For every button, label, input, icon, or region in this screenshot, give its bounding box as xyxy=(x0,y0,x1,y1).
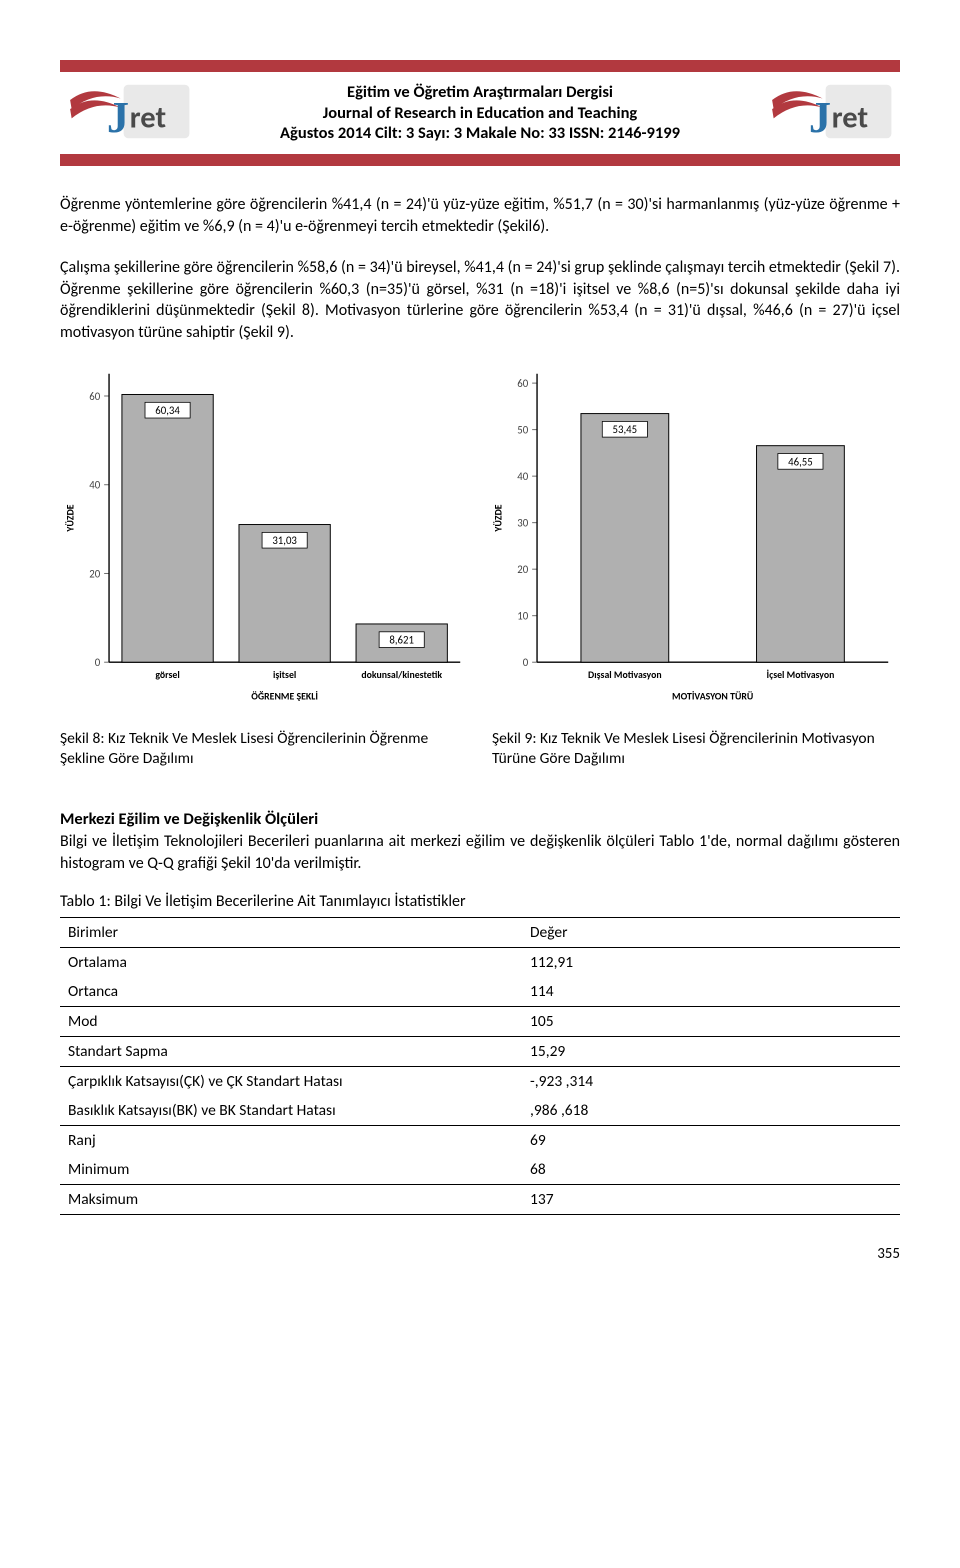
svg-text:J: J xyxy=(107,92,129,142)
paragraph-2: Çalışma şekillerine göre öğrencilerin %5… xyxy=(60,257,900,343)
table-row: Minimum68 xyxy=(60,1155,900,1185)
stats-table: BirimlerDeğerOrtalama112,91Ortanca114Mod… xyxy=(60,917,900,1215)
bar-chart-svg: 0 10 20 30 40 50 60 53,45 Dışsal Motivasyon 46,55… xyxy=(488,364,900,717)
svg-text:60,34: 60,34 xyxy=(155,404,180,417)
captions-row: Şekil 8: Kız Teknik Ve Meslek Lisesi Öğr… xyxy=(60,729,900,769)
svg-text:53,45: 53,45 xyxy=(613,423,638,436)
header-stripe-top xyxy=(60,60,900,72)
table-cell-value: 105 xyxy=(522,1007,900,1037)
page-number: 355 xyxy=(60,1245,900,1263)
header-content: Jret Eğitim ve Öğretim Araştırmaları Der… xyxy=(60,74,900,152)
journal-logo-right: Jret xyxy=(766,78,896,148)
table-cell-value: ,986 ,618 xyxy=(522,1096,900,1126)
bar xyxy=(757,445,845,662)
bar-chart-svg: 0 20 40 60 60,34 görsel 31,03 işitsel 8,621 dokun… xyxy=(60,364,472,717)
table-cell-label: Mod xyxy=(60,1007,522,1037)
table-cell-value: 68 xyxy=(522,1155,900,1185)
caption-right: Şekil 9: Kız Teknik Ve Meslek Lisesi Öğr… xyxy=(492,729,900,769)
section-title: Merkezi Eğilim ve Değişkenlik Ölçüleri xyxy=(60,809,900,829)
table-cell-label: Ortanca xyxy=(60,977,522,1007)
table-cell-value: 114 xyxy=(522,977,900,1007)
table-cell-label: Ortalama xyxy=(60,948,522,978)
paragraph-1: Öğrenme yöntemlerine göre öğrencilerin %… xyxy=(60,194,900,237)
table-cell-value: 15,29 xyxy=(522,1037,900,1067)
svg-text:31,03: 31,03 xyxy=(272,534,297,547)
journal-title-tr: Eğitim ve Öğretim Araştırmaları Dergisi xyxy=(194,82,766,103)
table-row: Mod105 xyxy=(60,1007,900,1037)
table-row: Standart Sapma15,29 xyxy=(60,1037,900,1067)
section-block: Merkezi Eğilim ve Değişkenlik Ölçüleri B… xyxy=(60,809,900,1215)
table-cell-value: -,923 ,314 xyxy=(522,1067,900,1097)
chart-left: 0 20 40 60 60,34 görsel 31,03 işitsel 8,621 dokun… xyxy=(60,364,472,717)
table-caption: Tablo 1: Bilgi Ve İletişim Becerilerine … xyxy=(60,892,900,911)
svg-text:50: 50 xyxy=(517,423,528,436)
header-titles: Eğitim ve Öğretim Araştırmaları Dergisi … xyxy=(194,82,766,144)
table-row: Ranj69 xyxy=(60,1126,900,1156)
logo-icon: Jret xyxy=(64,78,194,148)
table-cell-label: Basıklık Katsayısı(BK) ve BK Standart Ha… xyxy=(60,1096,522,1126)
svg-text:60: 60 xyxy=(89,389,100,402)
svg-text:60: 60 xyxy=(517,377,528,390)
svg-text:ret: ret xyxy=(130,100,167,137)
svg-text:46,55: 46,55 xyxy=(788,455,813,468)
svg-text:10: 10 xyxy=(517,609,528,622)
table-row: Ortalama112,91 xyxy=(60,948,900,978)
svg-text:Dışsal Motivasyon: Dışsal Motivasyon xyxy=(588,668,662,680)
logo-icon: Jret xyxy=(766,78,896,148)
svg-text:30: 30 xyxy=(517,516,528,529)
svg-text:0: 0 xyxy=(523,656,529,669)
table-header-value: Değer xyxy=(522,918,900,948)
svg-text:YÜZDE: YÜZDE xyxy=(65,504,77,532)
table-row: Basıklık Katsayısı(BK) ve BK Standart Ha… xyxy=(60,1096,900,1126)
table-cell-value: 69 xyxy=(522,1126,900,1156)
table-cell-label: Maksimum xyxy=(60,1185,522,1215)
journal-issue-info: Ağustos 2014 Cilt: 3 Sayı: 3 Makale No: … xyxy=(194,123,766,144)
table-row: Maksimum137 xyxy=(60,1185,900,1215)
table-cell-label: Çarpıklık Katsayısı(ÇK) ve ÇK Standart H… xyxy=(60,1067,522,1097)
journal-title-en: Journal of Research in Education and Tea… xyxy=(194,103,766,124)
svg-text:ÖĞRENME ŞEKLİ: ÖĞRENME ŞEKLİ xyxy=(251,690,318,702)
table-cell-value: 112,91 xyxy=(522,948,900,978)
svg-text:işitsel: işitsel xyxy=(273,668,296,680)
svg-text:dokunsal/kinestetik: dokunsal/kinestetik xyxy=(361,668,442,680)
header-stripe-bottom xyxy=(60,154,900,166)
svg-text:20: 20 xyxy=(89,567,100,580)
svg-text:ret: ret xyxy=(832,100,869,137)
table-row: Ortanca114 xyxy=(60,977,900,1007)
svg-text:görsel: görsel xyxy=(155,668,179,680)
journal-header: Jret Eğitim ve Öğretim Araştırmaları Der… xyxy=(60,60,900,166)
svg-text:8,621: 8,621 xyxy=(389,633,414,646)
table-cell-value: 137 xyxy=(522,1185,900,1215)
svg-text:40: 40 xyxy=(89,478,100,491)
journal-logo-left: Jret xyxy=(64,78,194,148)
table-row: Çarpıklık Katsayısı(ÇK) ve ÇK Standart H… xyxy=(60,1067,900,1097)
svg-text:0: 0 xyxy=(95,656,101,669)
svg-text:MOTİVASYON TÜRÜ: MOTİVASYON TÜRÜ xyxy=(672,690,753,702)
charts-row: 0 20 40 60 60,34 görsel 31,03 işitsel 8,621 dokun… xyxy=(60,364,900,717)
svg-text:40: 40 xyxy=(517,470,528,483)
bar xyxy=(122,394,213,662)
table-cell-label: Minimum xyxy=(60,1155,522,1185)
table-cell-label: Standart Sapma xyxy=(60,1037,522,1067)
chart-right: 0 10 20 30 40 50 60 53,45 Dışsal Motivasyon 46,55… xyxy=(488,364,900,717)
svg-text:J: J xyxy=(809,92,831,142)
table-header-label: Birimler xyxy=(60,918,522,948)
caption-left: Şekil 8: Kız Teknik Ve Meslek Lisesi Öğr… xyxy=(60,729,468,769)
section-intro: Bilgi ve İletişim Teknolojileri Becerile… xyxy=(60,831,900,874)
svg-text:YÜZDE: YÜZDE xyxy=(493,504,505,532)
svg-text:20: 20 xyxy=(517,563,528,576)
svg-text:İçsel Motivasyon: İçsel Motivasyon xyxy=(766,668,834,680)
table-cell-label: Ranj xyxy=(60,1126,522,1156)
bar xyxy=(581,413,669,662)
